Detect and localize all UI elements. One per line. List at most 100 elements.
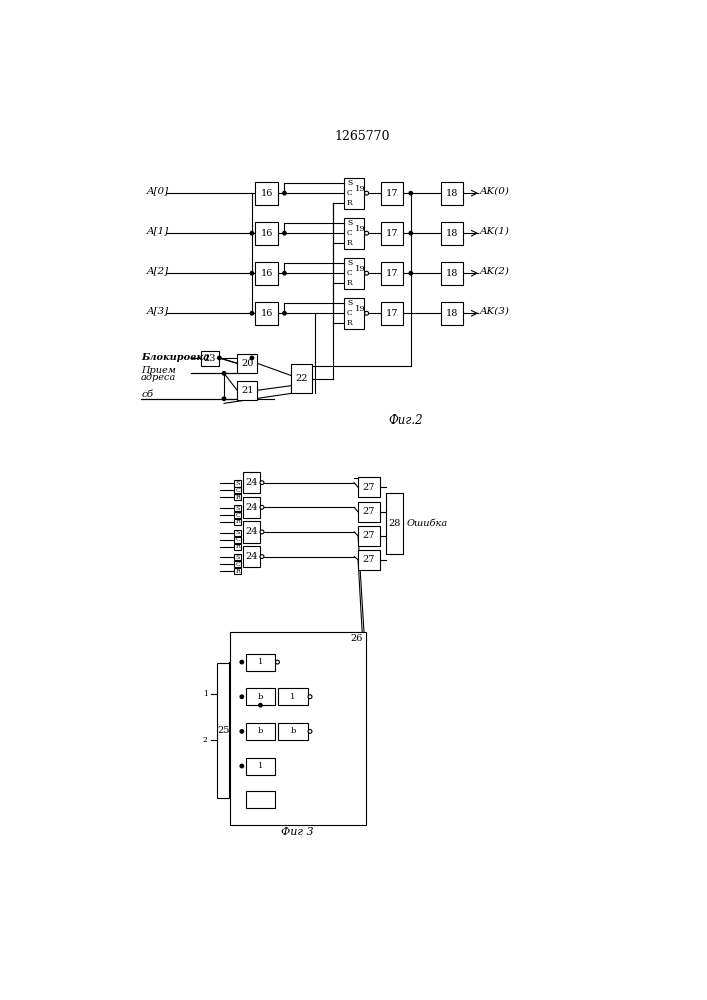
Bar [441,262,462,285]
Circle shape [222,372,226,375]
Bar [201,351,219,366]
Text: адреса: адреса [141,373,177,382]
Text: S: S [347,259,352,267]
Bar [381,262,403,285]
Bar [344,178,364,209]
Text: 19: 19 [355,225,366,233]
Text: A[3]: A[3] [146,306,169,315]
Text: C: C [235,537,240,542]
Bar [234,530,241,536]
Bar [381,302,403,325]
Text: 20: 20 [241,359,253,368]
Bar [255,182,279,205]
Text: C: C [235,488,240,493]
Text: 18: 18 [445,229,458,238]
Text: 24: 24 [245,527,257,536]
Bar [344,298,364,329]
Text: 27: 27 [363,483,375,492]
Text: 2: 2 [203,736,208,744]
Bar [237,381,257,400]
Bar [358,526,380,546]
Circle shape [283,272,286,275]
Circle shape [259,704,262,707]
Text: 26: 26 [351,634,363,643]
Bar [234,494,241,500]
Circle shape [283,231,286,235]
Text: 17: 17 [386,189,399,198]
Bar [234,487,241,493]
Bar [234,561,241,567]
Circle shape [409,231,412,235]
Text: C: C [346,309,352,317]
Circle shape [250,312,254,315]
Circle shape [250,356,254,360]
Text: 24: 24 [245,552,257,561]
Bar [243,497,259,518]
Text: сб: сб [141,390,153,399]
Circle shape [365,191,368,195]
Bar [255,222,279,245]
Text: AK(0): AK(0) [480,186,510,195]
Bar [255,262,279,285]
Text: R: R [346,199,352,207]
Text: 17: 17 [386,229,399,238]
Text: S: S [347,219,352,227]
Text: R: R [235,569,240,574]
Text: 18: 18 [445,189,458,198]
Text: 25: 25 [217,726,229,735]
Text: 19: 19 [355,185,366,193]
Circle shape [260,481,264,485]
Text: 24: 24 [245,478,257,487]
Text: 1265770: 1265770 [334,130,390,143]
Bar [234,512,241,518]
Text: S: S [235,506,240,511]
Text: 16: 16 [260,309,273,318]
Text: R: R [346,239,352,247]
Bar [441,222,462,245]
Bar [243,472,259,493]
Text: 18: 18 [445,269,458,278]
Circle shape [283,312,286,315]
Text: R: R [235,495,240,500]
Circle shape [240,695,243,698]
Bar [234,537,241,543]
Bar [381,222,403,245]
Text: 22: 22 [296,374,308,383]
Bar [230,632,366,825]
Text: S: S [235,530,240,535]
Circle shape [283,191,286,195]
Text: 23: 23 [204,354,216,363]
Bar [246,758,275,774]
Circle shape [250,231,254,235]
Circle shape [308,729,312,733]
Bar [279,723,308,740]
Circle shape [365,271,368,275]
Bar [358,502,380,522]
Text: 16: 16 [260,269,273,278]
Bar [441,182,462,205]
Text: 18: 18 [445,309,458,318]
Bar [344,258,364,289]
Text: 16: 16 [260,229,273,238]
Bar [234,568,241,574]
Text: C: C [235,513,240,518]
Bar [246,688,275,705]
Circle shape [240,764,243,768]
Circle shape [250,272,254,275]
Text: A[1]: A[1] [146,226,169,235]
Text: AK(2): AK(2) [480,266,510,275]
Text: 16: 16 [260,189,273,198]
Text: 21: 21 [241,386,254,395]
Text: 1: 1 [258,658,263,666]
Bar [358,477,380,497]
Circle shape [276,660,279,664]
Circle shape [240,730,243,733]
Circle shape [222,397,226,400]
Circle shape [260,505,264,509]
Bar [246,654,275,671]
Bar [386,493,403,554]
Bar [358,550,380,570]
Text: AK(1): AK(1) [480,226,510,235]
Bar [234,543,241,550]
Bar [246,791,275,808]
